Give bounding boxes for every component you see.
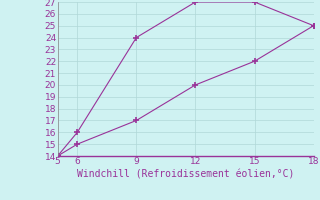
X-axis label: Windchill (Refroidissement éolien,°C): Windchill (Refroidissement éolien,°C) [77, 169, 294, 179]
